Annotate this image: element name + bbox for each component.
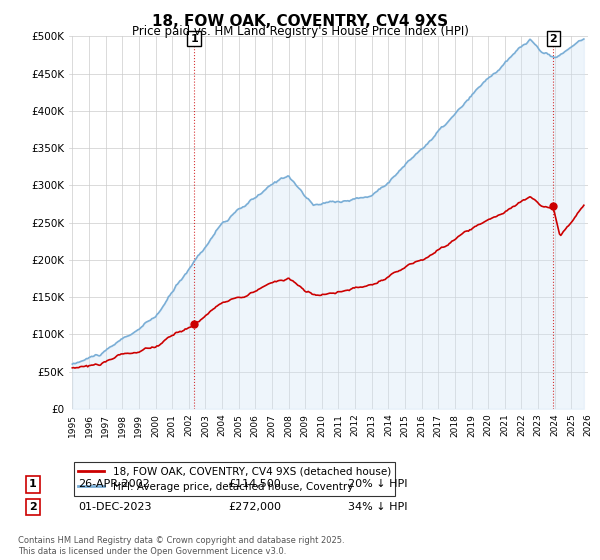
Text: 18, FOW OAK, COVENTRY, CV4 9XS: 18, FOW OAK, COVENTRY, CV4 9XS	[152, 14, 448, 29]
Text: 34% ↓ HPI: 34% ↓ HPI	[348, 502, 407, 512]
Text: Contains HM Land Registry data © Crown copyright and database right 2025.
This d: Contains HM Land Registry data © Crown c…	[18, 536, 344, 556]
Legend: 18, FOW OAK, COVENTRY, CV4 9XS (detached house), HPI: Average price, detached ho: 18, FOW OAK, COVENTRY, CV4 9XS (detached…	[74, 463, 395, 496]
Text: 2: 2	[550, 34, 557, 44]
Text: 26-APR-2002: 26-APR-2002	[78, 479, 150, 489]
Text: 2: 2	[29, 502, 37, 512]
Text: £272,000: £272,000	[228, 502, 281, 512]
Text: £114,500: £114,500	[228, 479, 281, 489]
Text: 20% ↓ HPI: 20% ↓ HPI	[348, 479, 407, 489]
Text: 1: 1	[190, 34, 198, 44]
Text: 01-DEC-2023: 01-DEC-2023	[78, 502, 151, 512]
Text: 1: 1	[29, 479, 37, 489]
Text: Price paid vs. HM Land Registry's House Price Index (HPI): Price paid vs. HM Land Registry's House …	[131, 25, 469, 38]
